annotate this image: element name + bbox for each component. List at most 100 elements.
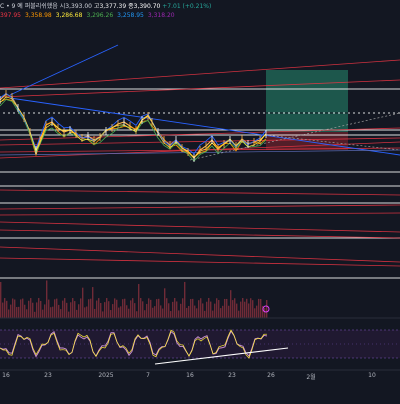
volume-bar	[260, 299, 262, 318]
volume-bar	[128, 308, 130, 318]
volume-bar	[4, 298, 6, 318]
volume-bar	[172, 301, 174, 318]
volume-bar	[120, 306, 122, 318]
volume-bar	[166, 298, 168, 318]
volume-bar	[174, 298, 176, 318]
volume-bar	[182, 298, 184, 318]
ma-value-0: 397.95	[0, 12, 21, 19]
volume-bar	[58, 304, 60, 318]
volume-bar	[126, 305, 128, 318]
volume-bar	[160, 305, 162, 318]
volume-bar	[148, 298, 150, 318]
volume-bar	[78, 304, 80, 318]
volume-bar	[84, 307, 86, 318]
rsi-line	[0, 330, 268, 358]
rsi-divergence-line	[154, 347, 289, 365]
volume-bar	[154, 306, 156, 318]
volume-bar	[214, 303, 216, 318]
volume-bar	[34, 311, 36, 318]
volume-bar	[22, 298, 24, 318]
volume-bar	[180, 303, 182, 318]
volume-bar	[102, 311, 104, 318]
high-label: 고	[93, 3, 100, 10]
volume-bar	[208, 298, 210, 318]
volume-bar	[196, 308, 198, 318]
volume-bar	[88, 299, 90, 318]
volume-bar	[16, 307, 18, 318]
volume-bar	[216, 298, 218, 318]
volume-bar	[204, 310, 206, 318]
volume-bar	[68, 311, 70, 318]
ma-value-2: 3,286.68	[55, 12, 83, 19]
volume-bar	[256, 305, 258, 318]
volume-bar	[262, 305, 264, 318]
volume-bar	[134, 303, 136, 318]
time-axis[interactable]: 16 23 2025 7 16 23 26 2월 10	[0, 372, 400, 386]
volume-bar	[106, 298, 108, 318]
volume-bar	[242, 298, 244, 318]
volume-bar	[158, 298, 160, 318]
volume-bar	[56, 298, 58, 318]
x-tick-label: 7	[146, 372, 150, 379]
volume-bar	[38, 298, 40, 318]
volume-bar	[250, 298, 252, 318]
volume-bar	[26, 309, 28, 318]
volume-bar	[48, 299, 50, 318]
low-value: 3,390.70	[133, 3, 161, 10]
trend-line-red	[0, 127, 400, 141]
volume-bar	[224, 298, 226, 318]
volume-bar	[10, 304, 12, 318]
volume-bar	[198, 300, 200, 318]
volume-bar	[76, 309, 78, 318]
x-tick-label: 2월	[306, 374, 316, 381]
volume-bar	[60, 309, 62, 318]
volume-bar	[240, 301, 242, 318]
volume-bar	[186, 307, 188, 318]
volume-bar	[104, 302, 106, 318]
high-value: 3,377.39	[99, 3, 127, 10]
volume-bar	[152, 307, 154, 318]
volume-bar	[222, 305, 224, 318]
volume-bar	[28, 300, 30, 318]
volume-bar	[114, 298, 116, 318]
volume-bar	[136, 311, 138, 318]
volume-bar	[162, 308, 164, 318]
volume-bar	[246, 298, 248, 318]
legend-row-moving-averages: 397.95 3,358.98 3,286.68 3,296.26 3,258.95 3,…	[0, 11, 211, 20]
volume-bar	[54, 299, 56, 318]
open-label: 시	[59, 3, 66, 10]
volume-bar	[194, 305, 196, 318]
volume-bar	[40, 300, 42, 318]
x-tick-label: 16	[2, 372, 10, 379]
projection-line	[264, 134, 400, 151]
x-tick-label: 10	[368, 372, 376, 379]
volume-bar	[24, 304, 26, 318]
volume-bar	[142, 301, 144, 318]
volume-bar	[74, 301, 76, 318]
volume-bar	[184, 281, 186, 318]
trend-line-red	[0, 257, 400, 267]
volume-bar	[92, 287, 94, 318]
volume-bar	[252, 300, 254, 318]
volume-bar	[170, 311, 172, 318]
volume-bar	[132, 298, 134, 318]
legend-row-ohlc: C • 9 예 퍼블리쉬했음 시3,393.00 고3,377.39 종3,39…	[0, 2, 211, 11]
volume-bar	[70, 302, 72, 318]
symbol-title: C • 9 예 퍼블리쉬했음	[0, 3, 58, 10]
volume-bar	[234, 298, 236, 318]
volume-bar	[2, 302, 4, 318]
volume-bar	[200, 298, 202, 318]
volume-bar	[144, 310, 146, 318]
volume-bar	[20, 299, 22, 318]
volume-bar	[176, 301, 178, 318]
trend-line-red	[0, 137, 400, 146]
trend-line-red	[0, 221, 400, 233]
trend-line-red	[0, 204, 400, 210]
volume-bar	[212, 310, 214, 318]
volume-bar	[44, 304, 46, 318]
volume-bar	[206, 301, 208, 318]
volume-bar	[94, 308, 96, 318]
volume-bar	[266, 299, 268, 318]
